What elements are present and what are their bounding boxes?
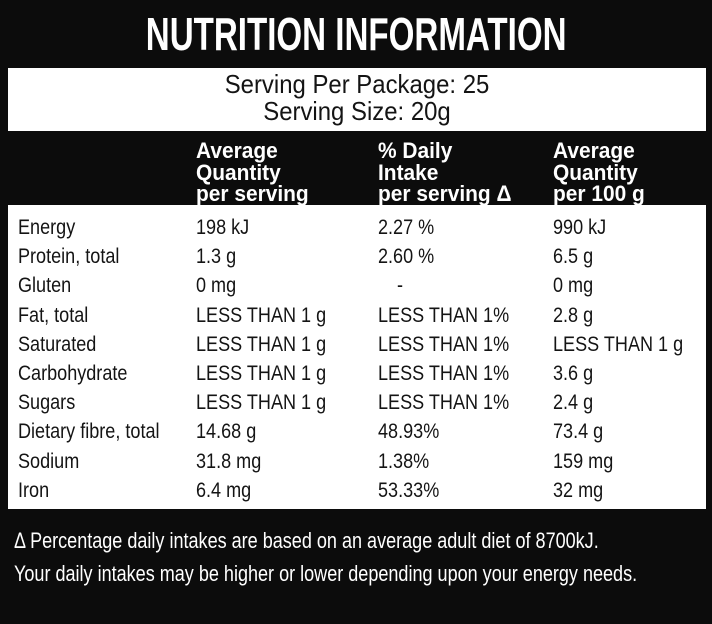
value-daily-intake: 48.93% [378,420,440,444]
page-title: NUTRITION INFORMATION [145,7,567,60]
nutrient-name: Fat, total [18,303,89,327]
value-per-100g: 73.4 g [553,420,604,444]
nutrient-name: Gluten [18,274,72,298]
value-daily-intake: LESS THAN 1% [378,391,510,415]
col-header-line: per serving [196,181,309,206]
table-row: Dietary fibre, total 14.68 g 48.93% 73.4… [8,417,706,446]
table-row: Carbohydrate LESS THAN 1 g LESS THAN 1% … [8,359,706,388]
table-row: Energy 198 kJ 2.27 % 990 kJ [8,213,706,242]
value-daily-intake: - [397,274,404,298]
col-header-daily-intake: % Daily Intake per serving Δ [378,140,512,205]
table-row: Sodium 31.8 mg 1.38% 159 mg [8,447,706,476]
value-per-100g: 3.6 g [553,361,594,385]
value-per-100g: LESS THAN 1 g [553,332,684,356]
table-row: Fat, total LESS THAN 1 g LESS THAN 1% 2.… [8,301,706,330]
value-per-serving: LESS THAN 1 g [196,332,327,356]
value-per-100g: 159 mg [553,449,614,473]
value-per-serving: LESS THAN 1 g [196,361,327,385]
value-daily-intake: LESS THAN 1% [378,303,510,327]
nutrient-name: Sugars [18,391,76,415]
value-per-serving: LESS THAN 1 g [196,303,327,327]
nutrient-name: Energy [18,216,76,239]
value-daily-intake: 2.27 % [378,216,435,239]
table-row: Sugars LESS THAN 1 g LESS THAN 1% 2.4 g [8,388,706,417]
footnote-line-1: Δ Percentage daily intakes are based on … [14,528,599,553]
value-daily-intake: 2.60 % [378,245,435,269]
nutrition-table: Energy 198 kJ 2.27 % 990 kJ Protein, tot… [8,205,706,509]
value-per-serving: 1.3 g [196,245,237,269]
nutrient-name: Dietary fibre, total [18,420,160,444]
value-per-100g: 990 kJ [553,216,607,239]
value-per-serving: 31.8 mg [196,449,262,473]
table-row: Protein, total 1.3 g 2.60 % 6.5 g [8,242,706,271]
value-daily-intake: 1.38% [378,449,430,473]
value-daily-intake: LESS THAN 1% [378,361,510,385]
nutrient-name: Protein, total [18,245,120,269]
serving-per-package: Serving Per Package: 25 [224,69,490,99]
value-per-100g: 2.8 g [553,303,594,327]
nutrient-name: Saturated [18,332,97,356]
footnote: Δ Percentage daily intakes are based on … [0,509,712,624]
col-header-line: Average [553,138,635,163]
col-header-avg-per-serving: Average Quantity per serving [196,140,309,205]
serving-panel: Serving Per Package: 25 Serving Size: 20… [8,68,706,131]
nutrient-name: Iron [18,478,50,502]
value-per-100g: 6.5 g [553,245,594,269]
value-per-100g: 32 mg [553,478,604,502]
value-per-serving: 14.68 g [196,420,257,444]
value-per-100g: 0 mg [553,274,594,298]
col-header-line: per serving Δ [378,181,512,206]
nutrient-name: Carbohydrate [18,361,128,385]
value-per-serving: LESS THAN 1 g [196,391,327,415]
col-header-line: per 100 g [553,181,645,206]
col-header-line: Average [196,138,278,163]
value-per-serving: 0 mg [196,274,237,298]
table-column-headers: Average Quantity per serving % Daily Int… [0,131,712,205]
table-row: Iron 6.4 mg 53.33% 32 mg [8,476,706,505]
table-row: Saturated LESS THAN 1 g LESS THAN 1% LES… [8,330,706,359]
col-header-line: Intake [378,159,439,185]
col-header-line: % Daily [378,138,453,163]
title-bar: NUTRITION INFORMATION [0,0,712,67]
col-header-avg-per-100g: Average Quantity per 100 g [553,140,645,205]
value-daily-intake: LESS THAN 1% [378,332,510,356]
col-header-line: Quantity [553,159,638,185]
serving-size: Serving Size: 20g [263,96,451,126]
col-header-line: Quantity [196,159,281,185]
value-per-100g: 2.4 g [553,391,594,415]
value-daily-intake: 53.33% [378,478,440,502]
nutrient-name: Sodium [18,449,80,473]
table-row: Gluten 0 mg - 0 mg [8,271,706,300]
footnote-line-2: Your daily intakes may be higher or lowe… [14,561,638,586]
value-per-serving: 198 kJ [196,216,250,239]
value-per-serving: 6.4 mg [196,478,252,502]
